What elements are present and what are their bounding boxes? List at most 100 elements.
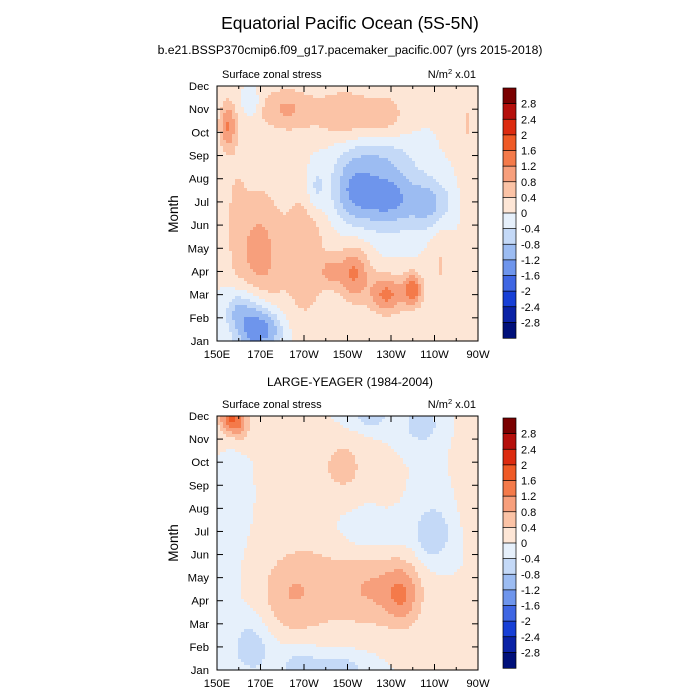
contour-cell — [451, 485, 479, 489]
contour-cell — [289, 626, 308, 630]
contour-cell — [217, 593, 242, 597]
contour-cell — [442, 548, 464, 552]
contour-cell — [307, 308, 371, 312]
contour-cell — [394, 101, 479, 105]
panel-bottom-ylabel: Month — [166, 524, 181, 562]
contour-cell — [328, 128, 353, 132]
contour-cell — [403, 494, 455, 498]
contour-cell — [217, 602, 248, 606]
contour-cell — [235, 107, 245, 111]
contour-cell — [421, 608, 479, 612]
x-tick-label: 170E — [247, 349, 274, 361]
contour-cell — [220, 287, 236, 291]
contour-cell — [388, 179, 410, 183]
contour-cell — [355, 455, 401, 459]
contour-cell — [442, 269, 479, 273]
x-tick-label: 170E — [247, 678, 274, 690]
contour-cell — [229, 245, 248, 249]
contour-cell — [322, 182, 332, 186]
contour-cell — [421, 251, 479, 255]
contour-cell — [256, 497, 401, 501]
contour-cell — [376, 230, 401, 234]
colorbar-label: -0.4 — [521, 224, 540, 236]
contour-cell — [346, 188, 401, 192]
contour-cell — [217, 185, 233, 189]
contour-cell — [466, 113, 470, 117]
contour-cell — [319, 191, 332, 195]
contour-cell — [229, 242, 248, 246]
contour-cell — [220, 110, 227, 114]
contour-cell — [403, 194, 437, 198]
contour-cell — [418, 167, 455, 171]
colorbar-label: 0.4 — [521, 522, 536, 534]
contour-cell — [223, 146, 236, 150]
contour-cell — [418, 296, 425, 300]
contour-cell — [217, 431, 224, 435]
contour-cell — [217, 518, 254, 522]
colorbar-bottom: 2.8 2.4 2 1.6 1.2 0.8 0.4 0 -0.4 -0.8 -1.2 -1.6 -2 -2… — [502, 417, 540, 669]
contour-cell — [247, 332, 269, 336]
contour-cell — [421, 275, 479, 279]
contour-cell — [421, 185, 443, 189]
contour-cell — [343, 284, 368, 288]
colorbar-swatch — [502, 243, 517, 261]
contour-cell — [448, 467, 479, 471]
contour-cell — [217, 617, 263, 621]
contour-cell — [217, 95, 242, 99]
contour-cell — [286, 290, 323, 294]
contour-cell — [241, 338, 251, 342]
contour-cell — [400, 455, 449, 459]
colorbar-swatch — [502, 103, 517, 120]
contour-cell — [217, 587, 242, 591]
contour-cell — [439, 182, 458, 186]
contour-cell — [436, 422, 455, 426]
colorbar-swatch — [502, 558, 517, 575]
contour-cell — [385, 608, 413, 612]
contour-cell — [439, 140, 479, 144]
contour-cell — [226, 125, 230, 129]
contour-cell — [394, 584, 404, 588]
contour-cell — [346, 512, 425, 516]
contour-cell — [217, 476, 254, 480]
contour-cell — [217, 449, 227, 453]
contour-cell — [352, 479, 407, 483]
contour-cell — [262, 110, 281, 114]
contour-cell — [364, 269, 377, 273]
contour-cell — [217, 317, 227, 321]
contour-cell — [217, 581, 242, 585]
contour-cell — [217, 149, 224, 153]
contour-cell — [253, 470, 329, 474]
contour-cell — [406, 482, 452, 486]
contour-cell — [262, 116, 398, 120]
contour-cell — [238, 143, 335, 147]
contour-cell — [421, 290, 425, 294]
contour-cell — [331, 194, 341, 198]
contour-cell — [247, 254, 272, 258]
contour-cell — [358, 464, 407, 468]
contour-cell — [247, 239, 272, 243]
contour-cell — [256, 632, 272, 636]
colorbar-label: -2 — [521, 616, 531, 628]
contour-cell — [325, 248, 344, 252]
contour-cell — [340, 530, 419, 534]
contour-cell — [235, 323, 245, 327]
contour-cell — [217, 236, 230, 240]
contour-cell — [217, 188, 233, 192]
panel-bottom-contour-field — [217, 416, 479, 671]
contour-cell — [409, 422, 437, 426]
contour-cell — [253, 227, 266, 231]
contour-cell — [229, 215, 311, 219]
contour-cell — [262, 662, 287, 666]
contour-cell — [325, 266, 353, 270]
contour-cell — [331, 416, 359, 420]
contour-cell — [217, 89, 242, 93]
contour-cell — [433, 416, 455, 420]
contour-cell — [340, 293, 371, 297]
contour-cell — [238, 656, 266, 660]
contour-cell — [385, 506, 389, 510]
contour-cell — [418, 530, 449, 534]
contour-cell — [217, 254, 233, 258]
contour-cell — [241, 587, 269, 591]
contour-cell — [304, 206, 317, 210]
contour-cell — [415, 551, 428, 555]
